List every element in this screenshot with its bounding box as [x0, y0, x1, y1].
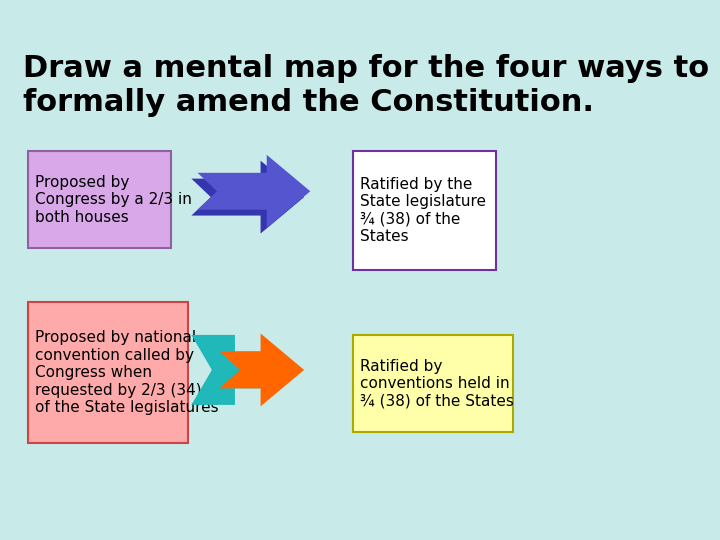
Text: Proposed by
Congress by a 2/3 in
both houses: Proposed by Congress by a 2/3 in both ho… — [35, 175, 192, 225]
FancyBboxPatch shape — [353, 335, 513, 432]
FancyBboxPatch shape — [353, 151, 495, 270]
Polygon shape — [220, 333, 304, 406]
Polygon shape — [197, 155, 310, 228]
FancyBboxPatch shape — [29, 151, 171, 248]
FancyBboxPatch shape — [29, 302, 188, 443]
Text: Draw a mental map for the four ways to
formally amend the Constitution.: Draw a mental map for the four ways to f… — [23, 54, 709, 117]
Text: Proposed by national
convention called by
Congress when
requested by 2/3 (34)
of: Proposed by national convention called b… — [35, 330, 219, 415]
Polygon shape — [192, 335, 276, 405]
Polygon shape — [192, 160, 304, 233]
Text: Ratified by
conventions held in
¾ (38) of the States: Ratified by conventions held in ¾ (38) o… — [360, 359, 514, 408]
Text: Ratified by the
State legislature
¾ (38) of the
States: Ratified by the State legislature ¾ (38)… — [360, 177, 486, 244]
